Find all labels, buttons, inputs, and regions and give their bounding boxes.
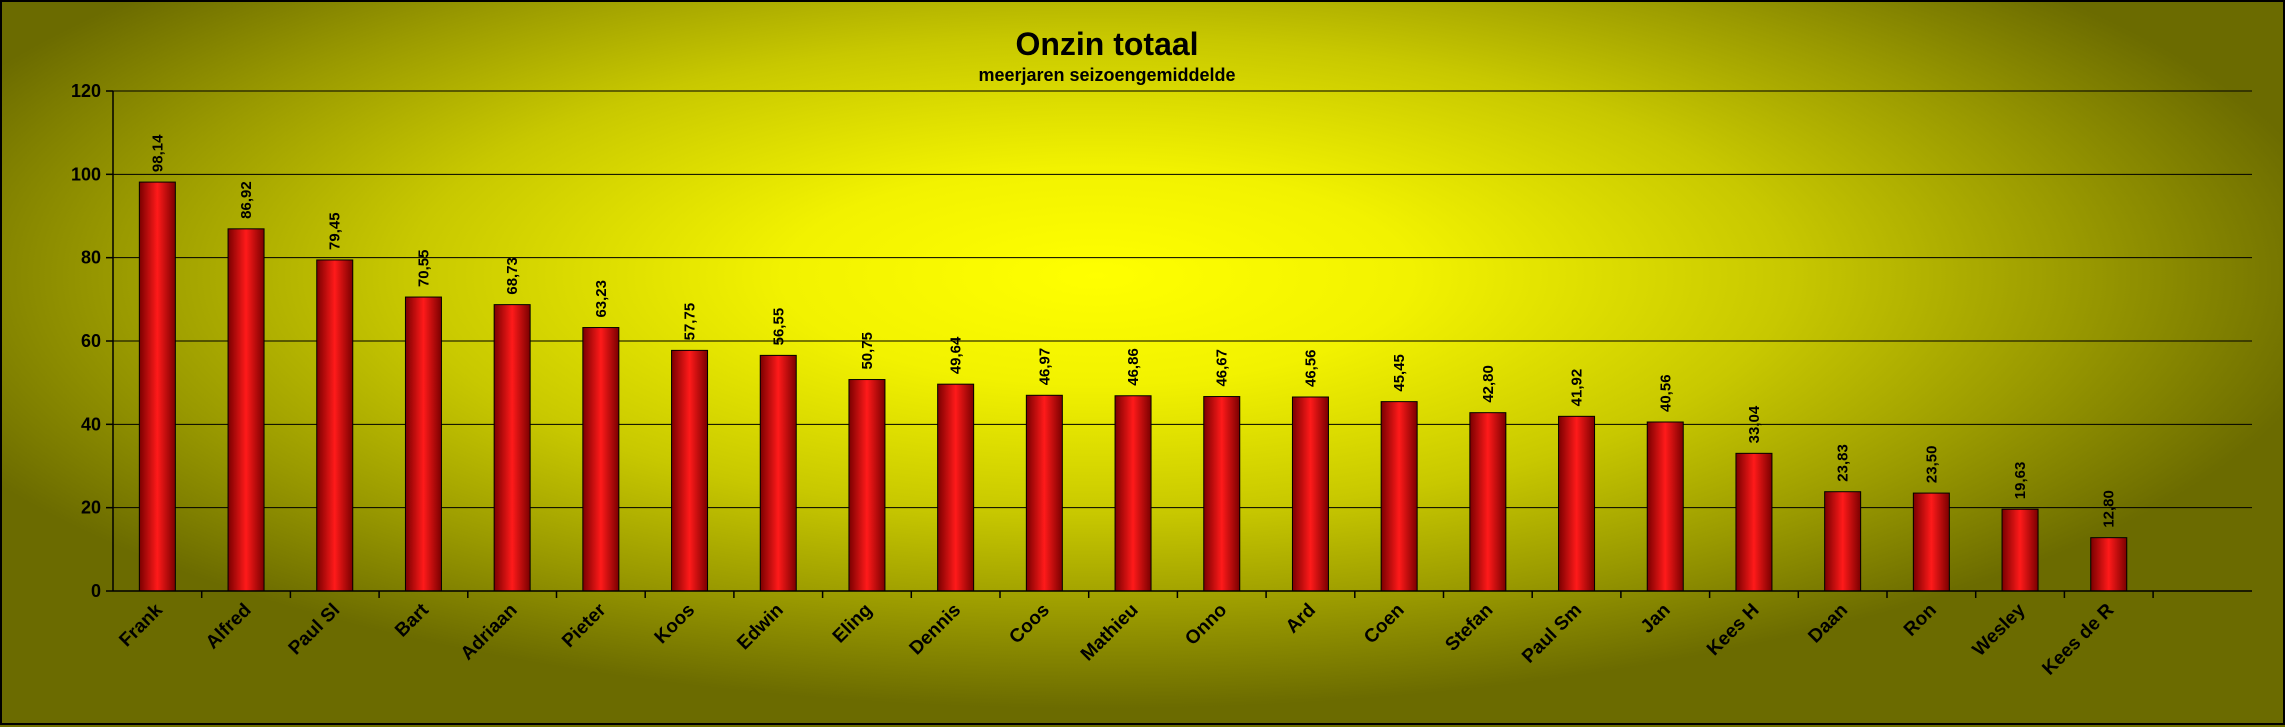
x-tick-label: Ard (1282, 600, 1320, 638)
data-label: 42,80 (1480, 365, 1497, 403)
data-label: 56,55 (770, 308, 787, 346)
bar (493, 304, 531, 592)
bar (1824, 491, 1862, 592)
data-label: 86,92 (238, 181, 255, 219)
bar (1291, 396, 1329, 592)
x-tick-label: Kees de R (2038, 599, 2118, 679)
chart-subtitle: meerjaren seizoengemiddelde (978, 65, 1235, 85)
y-axis-tick-labels: 0 20 40 60 80 100 120 (71, 81, 113, 601)
y-tick-label: 60 (81, 331, 101, 351)
x-axis-tick-labels: Frank Alfred Paul Sl Bart Adriaan Pieter Koos E… (115, 591, 2154, 680)
x-tick-label: Edwin (733, 600, 787, 654)
x-tick-label: Ron (1900, 600, 1941, 641)
data-label: 45,45 (1391, 354, 1408, 392)
x-tick-label: Paul Sl (285, 600, 345, 660)
data-label: 46,67 (1214, 349, 1231, 387)
x-tick-label: Daan (1804, 600, 1852, 648)
x-tick-label: Stefan (1441, 600, 1497, 656)
bar (2001, 508, 2039, 592)
bar (1203, 396, 1241, 592)
data-label: 98,14 (149, 134, 166, 172)
bar (1380, 401, 1418, 592)
data-label: 41,92 (1569, 369, 1586, 407)
x-tick-label: Kees H (1703, 600, 1763, 660)
bar (1558, 415, 1596, 592)
x-tick-label: Coen (1360, 600, 1408, 648)
bar (582, 327, 620, 592)
y-tick-label: 40 (81, 414, 101, 434)
data-label: 46,56 (1302, 349, 1319, 387)
y-tick-label: 100 (71, 164, 101, 184)
bar (227, 228, 265, 592)
x-tick-label: Koos (651, 600, 699, 648)
data-label: 57,75 (682, 303, 699, 341)
chart-title: Onzin totaal (1015, 26, 1198, 62)
data-label: 46,97 (1036, 348, 1053, 386)
y-tick-label: 80 (81, 248, 101, 268)
bar (1912, 492, 1950, 592)
data-label: 23,50 (1923, 446, 1940, 484)
x-tick-label: Coos (1005, 600, 1053, 648)
data-label: 23,83 (1835, 444, 1852, 482)
bar (2090, 537, 2128, 592)
bar (1114, 395, 1152, 592)
data-label: 49,64 (948, 336, 965, 374)
x-tick-label: Pieter (558, 599, 611, 652)
x-tick-label: Eling (829, 600, 877, 648)
bar (1025, 394, 1063, 592)
data-label: 12,80 (2101, 490, 2118, 528)
gridlines (113, 90, 2252, 509)
bar (138, 181, 176, 592)
bar (1735, 452, 1773, 592)
data-label: 19,63 (2012, 462, 2029, 500)
data-label: 70,55 (415, 249, 432, 287)
y-tick-label: 120 (71, 81, 101, 101)
x-tick-label: Wesley (1969, 599, 2030, 660)
x-tick-label: Adriaan (457, 600, 522, 665)
bar (937, 383, 975, 592)
bar (404, 296, 442, 592)
x-tick-label: Onno (1181, 600, 1231, 650)
x-tick-label: Jan (1637, 600, 1675, 638)
bar (1469, 412, 1507, 592)
data-label: 50,75 (859, 332, 876, 370)
bar (759, 354, 797, 592)
bar (1646, 421, 1684, 592)
bars (138, 181, 2128, 592)
y-tick-label: 0 (91, 581, 101, 601)
x-tick-label: Frank (115, 599, 167, 651)
x-tick-label: Dennis (906, 600, 966, 660)
x-tick-label: Bart (391, 599, 433, 641)
data-label: 40,56 (1657, 374, 1674, 412)
bar (848, 379, 886, 592)
data-label: 79,45 (327, 212, 344, 250)
data-label: 46,86 (1125, 348, 1142, 386)
y-tick-label: 20 (81, 498, 101, 518)
bar (671, 349, 709, 592)
data-labels: 98,14 86,92 79,45 70,55 68,73 63,23 57,75 56,55… (149, 134, 2117, 528)
bar (316, 259, 354, 592)
data-label: 33,04 (1746, 405, 1763, 443)
x-tick-label: Paul Sm (1518, 600, 1586, 668)
data-label: 63,23 (593, 280, 610, 318)
x-tick-label: Mathieu (1077, 600, 1143, 666)
data-label: 68,73 (504, 257, 521, 295)
x-tick-label: Alfred (202, 600, 256, 654)
